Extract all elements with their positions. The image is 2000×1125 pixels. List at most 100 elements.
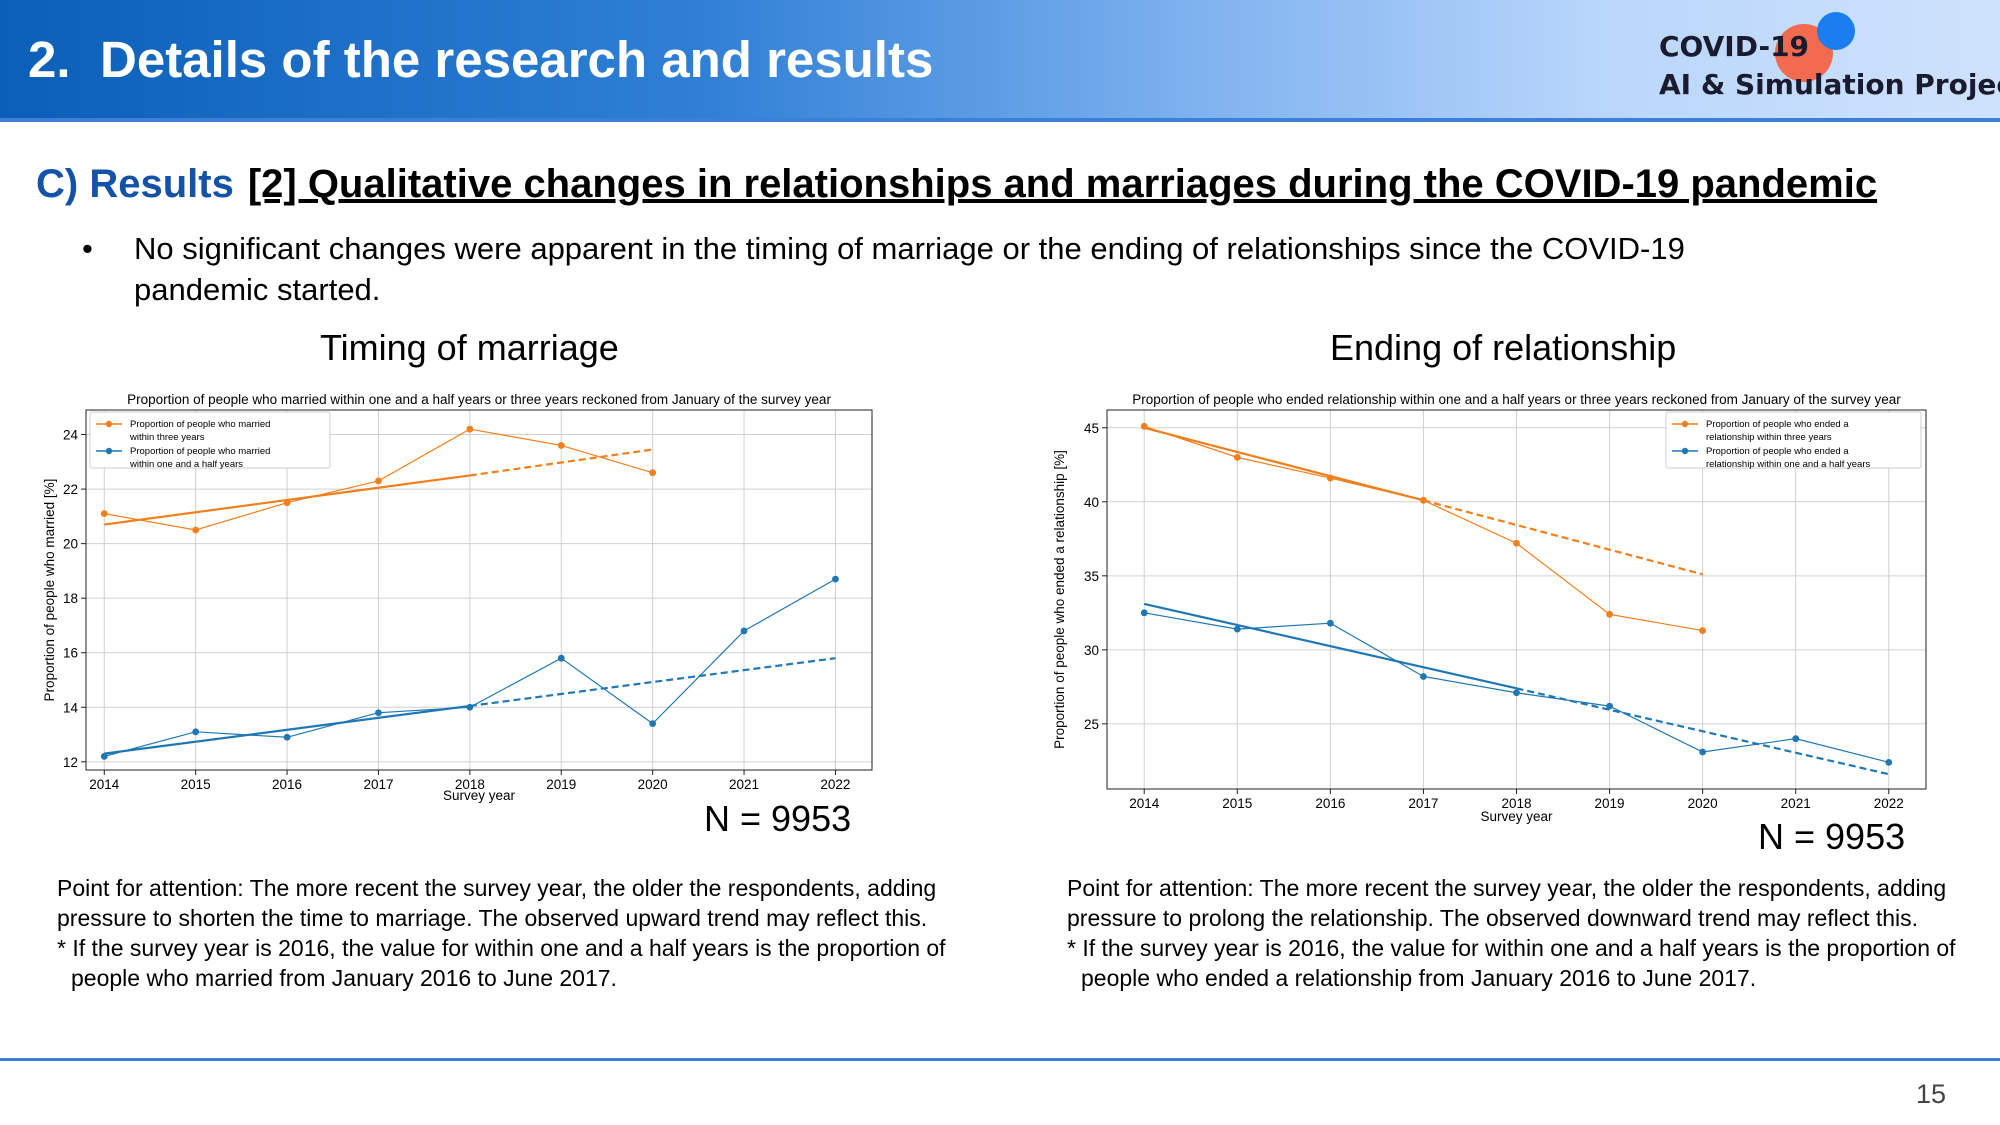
trend-line-dashed	[469, 657, 836, 707]
right-footnote: * If the survey year is 2016, the value …	[1067, 935, 1956, 991]
legend-box	[1665, 411, 1922, 469]
x-tick-label: 2021	[729, 777, 759, 792]
legend-label: Proportion of people who married	[130, 419, 270, 430]
footer-divider	[0, 1058, 2000, 1061]
left-chart-heading: Timing of marriage	[320, 327, 619, 368]
section-heading: C) Results [2] Qualitative changes in rel…	[36, 162, 1877, 207]
x-tick-label: 2021	[1781, 796, 1811, 811]
y-tick-label: 45	[1084, 421, 1099, 436]
marriage-timing-chart: Proportion of people who married within …	[42, 392, 873, 803]
trend-line-solid	[104, 704, 471, 755]
data-point	[1420, 673, 1427, 680]
data-point	[1885, 758, 1893, 766]
slide-number: 2.	[28, 31, 71, 88]
left-note: Point for attention: The more recent the…	[57, 873, 957, 993]
data-point	[375, 477, 382, 485]
x-tick-label: 2022	[820, 777, 850, 792]
legend-swatch-marker	[105, 447, 113, 455]
x-tick-label: 2016	[1315, 796, 1345, 811]
data-point	[1326, 474, 1334, 482]
project-logo: COVID-19 AI & Simulation Project	[1655, 12, 2000, 104]
chart-title: Proportion of people who ended relations…	[1132, 392, 1901, 407]
x-tick-label: 2017	[363, 777, 393, 792]
data-point	[192, 526, 200, 534]
left-attention-note: Point for attention: The more recent the…	[57, 875, 937, 931]
data-point	[192, 728, 200, 736]
x-tick-label: 2017	[1408, 796, 1438, 811]
data-point	[1792, 735, 1800, 743]
slide-header: 2. Details of the research and results CO…	[0, 0, 2000, 118]
data-point	[1140, 609, 1148, 617]
header-divider	[0, 118, 2000, 122]
relationship-ending-chart: Proportion of people who ended relations…	[1052, 392, 1927, 824]
data-point	[649, 720, 657, 728]
legend-label: within one and a half years	[129, 459, 243, 470]
legend-box	[89, 411, 331, 469]
y-axis-label: Proportion of people who married [%]	[42, 479, 57, 702]
chart-legend: Proportion of people who ended a relation…	[1665, 411, 1922, 470]
section-topic: [2] Qualitative changes in relationships…	[247, 162, 1878, 206]
y-tick-label: 30	[1084, 643, 1099, 658]
data-point	[100, 510, 108, 518]
trend-line-dashed	[1423, 499, 1703, 576]
x-axis-label: Survey year	[443, 788, 516, 803]
y-tick-label: 40	[1084, 495, 1099, 510]
x-tick-label: 2020	[1688, 796, 1718, 811]
trend-line-dashed	[469, 448, 653, 477]
y-tick-label: 35	[1084, 569, 1099, 584]
logo-line-1: COVID-19	[1659, 30, 1810, 63]
trend-line-solid	[1143, 602, 1517, 690]
data-point	[832, 575, 839, 583]
y-tick-label: 22	[63, 482, 78, 497]
data-point	[1420, 496, 1427, 504]
data-point	[649, 469, 657, 477]
legend-swatch-marker	[1681, 447, 1689, 455]
legend-swatch-marker	[1681, 420, 1689, 428]
x-tick-label: 2019	[546, 777, 576, 792]
x-tick-label: 2014	[89, 777, 120, 792]
data-point	[1699, 748, 1707, 756]
legend-label: relationship within three years	[1706, 432, 1832, 443]
x-tick-label: 2022	[1874, 796, 1904, 811]
legend-label: relationship within one and a half years	[1706, 459, 1870, 470]
data-point	[1233, 453, 1241, 461]
data-point	[1699, 627, 1707, 634]
x-axis-label: Survey year	[1480, 809, 1553, 824]
left-sample-size: N = 9953	[704, 798, 852, 839]
slide-title-text: Details of the research and results	[100, 31, 934, 88]
data-point	[1513, 689, 1520, 697]
logo-blue-circle-icon	[1817, 12, 1855, 50]
data-point	[466, 425, 474, 433]
legend-swatch-marker	[105, 420, 113, 428]
x-tick-label: 2019	[1595, 796, 1625, 811]
trend-line-solid	[1143, 426, 1424, 502]
chart-legend: Proportion of people who married within t…	[89, 411, 331, 470]
slide-title: 2. Details of the research and results	[28, 30, 933, 89]
plot-frame	[85, 409, 873, 771]
logo-text: COVID-19 AI & Simulation Project	[1659, 28, 2000, 104]
x-tick-label: 2020	[638, 777, 668, 792]
data-point	[375, 709, 382, 717]
data-point	[1140, 422, 1148, 430]
y-tick-label: 16	[63, 646, 78, 661]
y-tick-label: 12	[63, 755, 78, 770]
data-point	[740, 627, 748, 635]
data-point	[557, 654, 565, 662]
data-point	[557, 442, 565, 449]
bullet-symbol: •	[82, 231, 93, 266]
right-chart-heading: Ending of relationship	[1330, 327, 1677, 368]
section-label: C) Results	[36, 162, 234, 206]
y-tick-label: 24	[63, 428, 79, 443]
bullet-text: No significant changes were apparent in …	[134, 231, 1685, 307]
data-point	[1326, 619, 1334, 627]
y-axis-label: Proportion of people who ended a relatio…	[1052, 450, 1067, 749]
x-tick-label: 2015	[1222, 796, 1252, 811]
legend-label: Proportion of people who ended a	[1706, 446, 1849, 457]
data-point	[466, 703, 474, 711]
legend-label: Proportion of people who ended a	[1706, 419, 1849, 430]
left-footnote: * If the survey year is 2016, the value …	[57, 935, 946, 991]
data-point	[1606, 702, 1613, 710]
y-tick-label: 14	[63, 700, 79, 715]
legend-label: Proportion of people who married	[130, 446, 270, 457]
trend-line-dashed	[1516, 687, 1890, 776]
